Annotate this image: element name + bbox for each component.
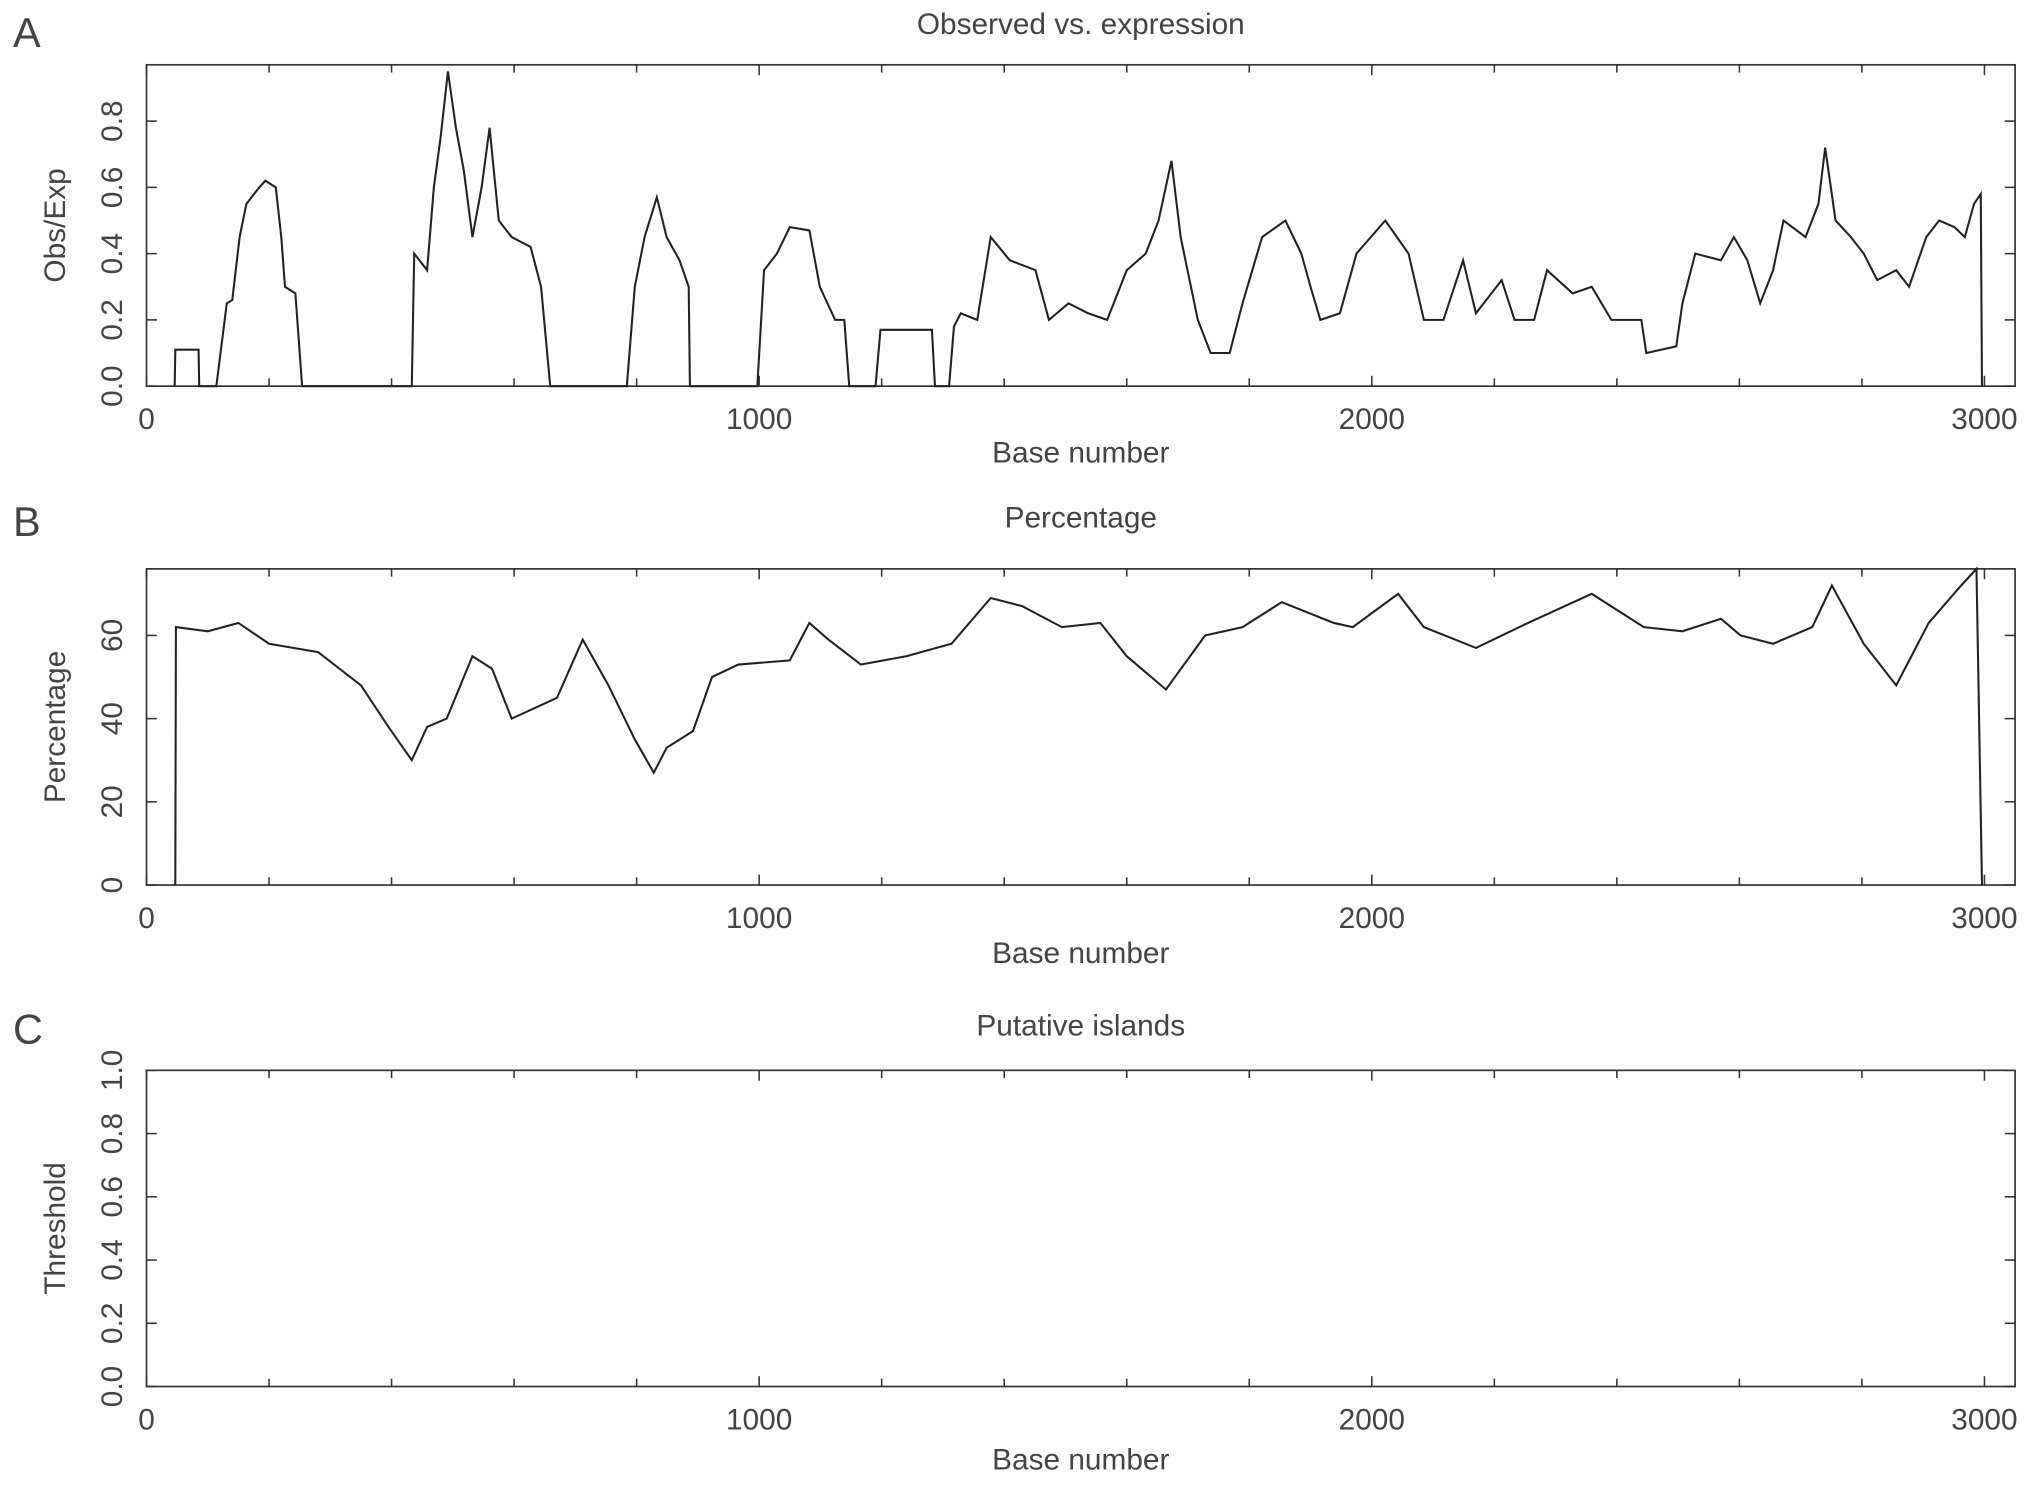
y-tick-label: 0 <box>96 877 129 894</box>
x-tick-label: 2000 <box>1339 1403 1405 1436</box>
x-axis-label: Base number <box>992 1444 1169 1477</box>
x-tick-label: 2000 <box>1339 902 1405 935</box>
y-tick-label: 0.0 <box>96 1366 129 1407</box>
y-tick-label: 20 <box>96 785 129 818</box>
y-tick-label: 0.2 <box>96 1303 129 1344</box>
plot-frame <box>145 63 2016 387</box>
x-tick-label: 2000 <box>1339 403 1405 436</box>
x-tick-label: 1000 <box>726 1403 792 1436</box>
plot-frame <box>145 1069 2016 1388</box>
y-axis-label: Obs/Exp <box>39 168 72 282</box>
panel-letter: C <box>13 1006 43 1053</box>
plot-frame <box>145 568 2016 886</box>
y-tick-label: 0.0 <box>96 365 129 406</box>
y-tick-label: 1.0 <box>96 1050 129 1091</box>
panel-title: Putative islands <box>976 1009 1185 1042</box>
x-axis-label: Base number <box>992 937 1169 970</box>
y-tick-label: 0.2 <box>96 299 129 340</box>
y-axis-label: Threshold <box>39 1162 72 1295</box>
x-tick-label: 3000 <box>1951 403 2017 436</box>
y-tick-label: 0.4 <box>96 1239 129 1280</box>
x-tick-label: 1000 <box>726 403 792 436</box>
x-tick-label: 0 <box>138 1403 155 1436</box>
panel-title: Observed vs. expression <box>917 8 1245 41</box>
y-tick-label: 0.8 <box>96 1113 129 1154</box>
data-line <box>173 71 1984 388</box>
x-axis-label: Base number <box>992 437 1169 470</box>
x-tick-label: 0 <box>138 403 155 436</box>
y-tick-label: 0.6 <box>96 167 129 208</box>
y-tick-label: 0.6 <box>96 1176 129 1217</box>
y-tick-label: 60 <box>96 619 129 652</box>
data-line <box>174 566 1984 886</box>
x-tick-label: 1000 <box>726 902 792 935</box>
panel-title: Percentage <box>1005 501 1157 534</box>
y-axis-label: Percentage <box>39 651 72 803</box>
x-tick-label: 3000 <box>1951 902 2017 935</box>
panel: C Putative islands Base number Threshold 0 10… <box>13 1006 2018 1477</box>
panel-letter: B <box>13 498 41 545</box>
y-tick-label: 40 <box>96 702 129 735</box>
panel-letter: A <box>13 9 41 56</box>
y-tick-label: 0.8 <box>96 100 129 141</box>
x-tick-label: 3000 <box>1951 1403 2017 1436</box>
y-tick-label: 0.4 <box>96 233 129 274</box>
x-tick-label: 0 <box>138 902 155 935</box>
panel: A Observed vs. expression Base number Obs/E… <box>13 8 2018 470</box>
